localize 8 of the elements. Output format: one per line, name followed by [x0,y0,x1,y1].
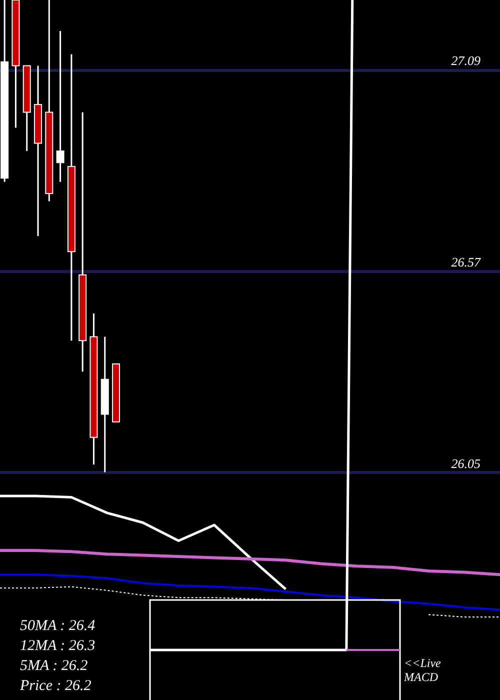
text: 50MA : 26.4 [20,618,96,634]
text: Price : 26.2 [19,678,92,694]
text: 5MA : 26.2 [20,658,88,674]
text: <<Live MACD [403,656,442,684]
y-tick-label: 26.05 [450,456,480,471]
y-tick-label: 26.57 [450,254,480,270]
y-tick-label: 27.09 [450,53,480,68]
text: 12MA : 26.3 [20,638,96,654]
